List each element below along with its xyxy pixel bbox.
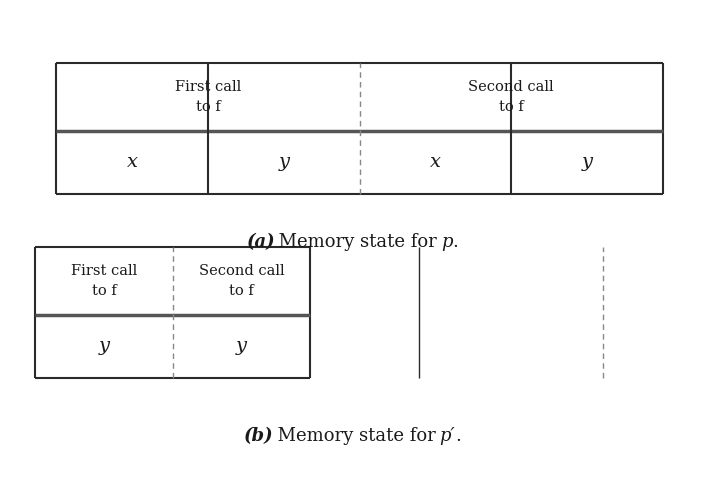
Text: x: x — [127, 153, 137, 171]
Text: y: y — [99, 337, 109, 355]
Text: Memory state for: Memory state for — [274, 426, 439, 445]
Text: Memory state for: Memory state for — [276, 233, 441, 251]
Text: Second call
to f: Second call to f — [468, 80, 554, 114]
Text: (b): (b) — [244, 426, 274, 445]
Text: .: . — [455, 426, 461, 445]
Text: Second call
to f: Second call to f — [199, 264, 284, 298]
Text: y: y — [582, 153, 592, 171]
Text: (a): (a) — [247, 233, 276, 251]
Text: y: y — [236, 337, 247, 355]
Text: y: y — [278, 153, 289, 171]
Text: p′: p′ — [439, 426, 455, 445]
Text: p: p — [441, 233, 453, 251]
Text: First call
to f: First call to f — [71, 264, 137, 298]
Text: First call
to f: First call to f — [175, 80, 241, 114]
Text: .: . — [453, 233, 458, 251]
Text: x: x — [430, 153, 441, 171]
